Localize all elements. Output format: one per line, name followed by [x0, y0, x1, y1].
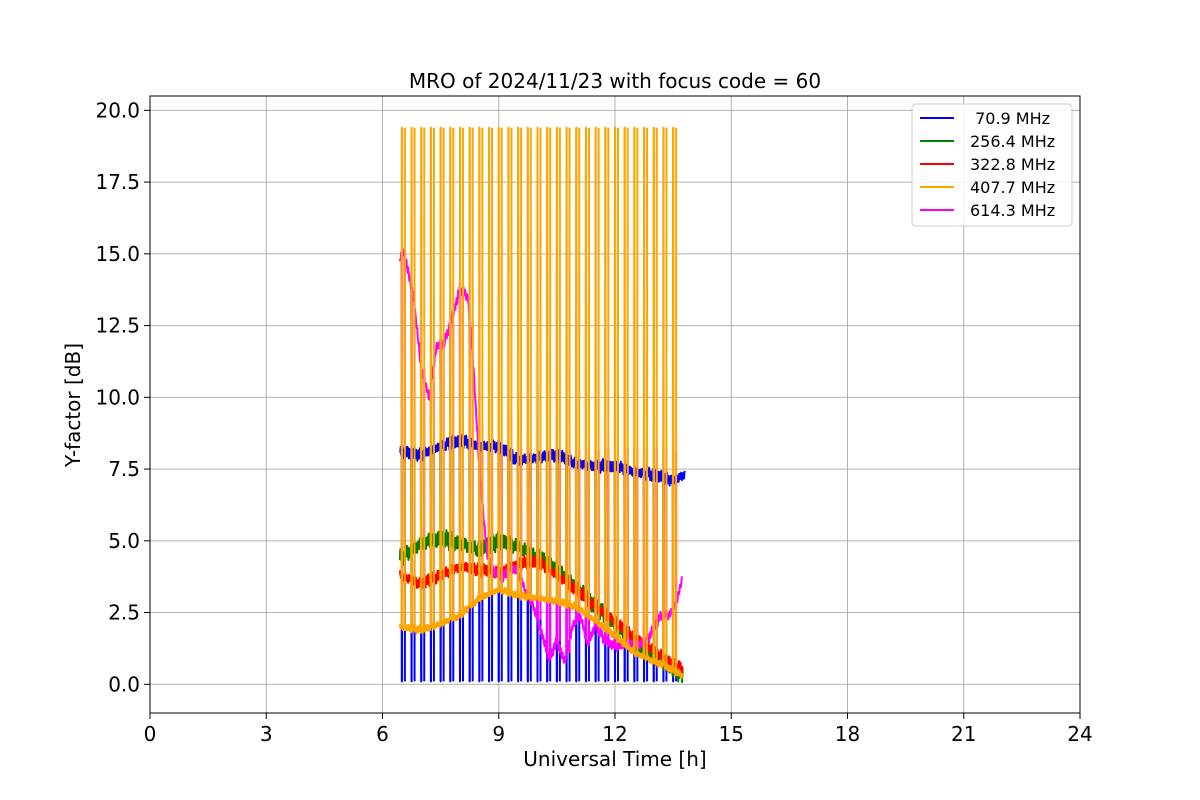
- legend-label: 322.8 MHz: [970, 155, 1055, 174]
- y-tick-label: 5.0: [108, 529, 140, 553]
- y-tick-label: 7.5: [108, 457, 140, 481]
- x-tick-label: 0: [144, 722, 157, 746]
- x-tick-label: 9: [492, 722, 505, 746]
- legend-label: 70.9 MHz: [970, 109, 1050, 128]
- y-tick-label: 2.5: [108, 601, 140, 625]
- y-tick-label: 20.0: [95, 98, 140, 122]
- y-tick-label: 15.0: [95, 242, 140, 266]
- x-axis-label: Universal Time [h]: [523, 747, 706, 771]
- x-tick-label: 21: [951, 722, 976, 746]
- x-tick-label: 15: [719, 722, 744, 746]
- y-tick-label: 17.5: [95, 170, 140, 194]
- y-tick-label: 10.0: [95, 385, 140, 409]
- y-axis-label: Y-factor [dB]: [61, 343, 85, 468]
- x-tick-label: 18: [835, 722, 860, 746]
- legend: 70.9 MHz 256.4 MHz 322.8 MHz 407.7 MHz 614.3…: [911, 103, 1073, 227]
- x-tick-label: 12: [602, 722, 627, 746]
- y-tick-label: 0.0: [108, 672, 140, 696]
- x-tick-label: 6: [376, 722, 389, 746]
- y-tick-label: 12.5: [95, 314, 140, 338]
- legend-box: [911, 103, 1073, 227]
- legend-label: 407.7 MHz: [970, 178, 1055, 197]
- chart-title: MRO of 2024/11/23 with focus code = 60: [409, 69, 821, 93]
- legend-label: 256.4 MHz: [970, 132, 1055, 151]
- x-tick-label: 3: [260, 722, 273, 746]
- legend-label: 614.3 MHz: [970, 201, 1055, 220]
- x-tick-label: 24: [1067, 722, 1092, 746]
